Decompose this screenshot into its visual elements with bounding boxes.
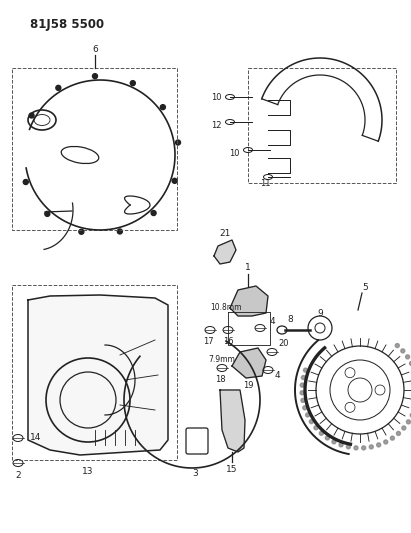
Text: 16: 16 [223,337,233,346]
Circle shape [406,355,410,359]
Circle shape [303,406,307,410]
Circle shape [362,446,366,450]
Text: 12: 12 [212,120,222,130]
Circle shape [301,376,305,379]
Text: 14: 14 [30,433,42,442]
Polygon shape [232,348,266,378]
Text: 9: 9 [317,310,323,319]
Circle shape [314,426,318,430]
Text: 13: 13 [82,467,94,477]
Circle shape [130,80,135,86]
Text: 8: 8 [287,316,293,325]
Text: 20: 20 [278,340,289,349]
Circle shape [354,446,358,450]
Circle shape [326,436,329,440]
Text: 10: 10 [212,93,222,101]
Text: 10.8mm: 10.8mm [210,303,242,312]
Circle shape [402,426,406,430]
Circle shape [56,85,61,91]
Circle shape [300,383,304,387]
Circle shape [369,445,373,449]
Circle shape [376,443,381,447]
Circle shape [339,443,343,447]
Circle shape [390,436,395,440]
Circle shape [303,368,307,372]
Circle shape [29,113,34,118]
Circle shape [160,104,165,110]
Circle shape [319,431,323,435]
Circle shape [306,413,309,417]
Circle shape [301,398,305,402]
Text: 10: 10 [229,149,240,157]
Circle shape [384,440,388,444]
Text: 4: 4 [270,318,276,327]
Text: 17: 17 [203,337,213,346]
Text: 2: 2 [15,471,21,480]
Circle shape [309,419,313,424]
Circle shape [406,420,411,424]
Polygon shape [214,240,236,264]
Circle shape [332,440,336,444]
Circle shape [92,74,97,79]
Circle shape [118,229,122,234]
Circle shape [172,179,177,183]
Circle shape [401,349,405,353]
Circle shape [346,445,351,449]
Circle shape [409,361,411,366]
Text: 4: 4 [275,372,281,381]
Circle shape [151,211,156,215]
Text: 15: 15 [226,465,238,474]
Text: 5: 5 [362,284,368,293]
Text: 81J58 5500: 81J58 5500 [30,18,104,31]
Text: 18: 18 [215,376,225,384]
Text: 21: 21 [219,230,231,238]
Circle shape [395,344,399,348]
Text: 1: 1 [245,263,251,272]
Circle shape [397,431,400,435]
Circle shape [175,140,180,145]
Text: 7.9mm: 7.9mm [208,356,235,365]
Text: 11: 11 [260,179,270,188]
Circle shape [23,180,28,184]
Circle shape [410,413,411,417]
Polygon shape [28,295,168,455]
Polygon shape [220,390,245,452]
Circle shape [300,391,304,395]
Polygon shape [230,286,268,316]
Circle shape [79,229,84,235]
Text: 3: 3 [192,469,198,478]
Circle shape [45,212,50,216]
Text: 6: 6 [92,45,98,54]
Text: 19: 19 [243,382,253,391]
